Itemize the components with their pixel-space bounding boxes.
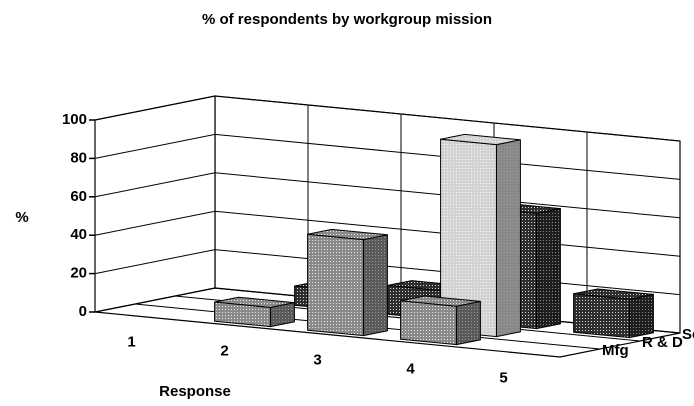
y-tick-label: 20 [70,265,87,282]
bar-side-shade [456,301,481,345]
grid-line [94,95,681,142]
bar-side-shade [496,139,521,337]
bar-side-shade [629,294,654,338]
legend-label: R & D [642,334,683,351]
y-tick-label: 80 [70,149,87,166]
bar-top [573,288,654,300]
y-tick-label: 60 [70,188,87,205]
bar-side-shade [363,234,388,336]
grid-line [94,172,681,219]
grid-line [94,133,681,180]
bar-top [307,228,388,241]
x-tick-label: 5 [499,369,507,386]
bar [573,288,654,339]
bar-top [440,133,521,146]
x-axis-label: Response [159,383,231,400]
legend-label: Service [682,326,694,343]
left-wall [94,95,216,313]
x-tick-label: 2 [220,342,228,359]
y-axis-label: % [15,209,28,226]
legend-label: Mfg [602,342,629,359]
bar-front [307,233,364,337]
bar [440,133,521,338]
bar-front [400,300,457,346]
bar-top [400,295,481,307]
bar-side-shade [270,302,295,327]
y-tick-label: 40 [70,226,87,243]
bar [307,228,388,337]
y-tick-label: 0 [79,303,87,320]
chart-title: % of respondents by workgroup mission [202,11,492,28]
bar [400,295,481,346]
bar [214,296,295,328]
y-tick-label: 100 [62,111,87,128]
x-tick-label: 4 [406,360,415,377]
x-tick-label: 1 [127,333,135,350]
bar-side-shade [536,208,561,329]
bar-front [573,293,630,339]
bar-top [214,296,295,308]
x-tick-label: 3 [313,351,321,368]
